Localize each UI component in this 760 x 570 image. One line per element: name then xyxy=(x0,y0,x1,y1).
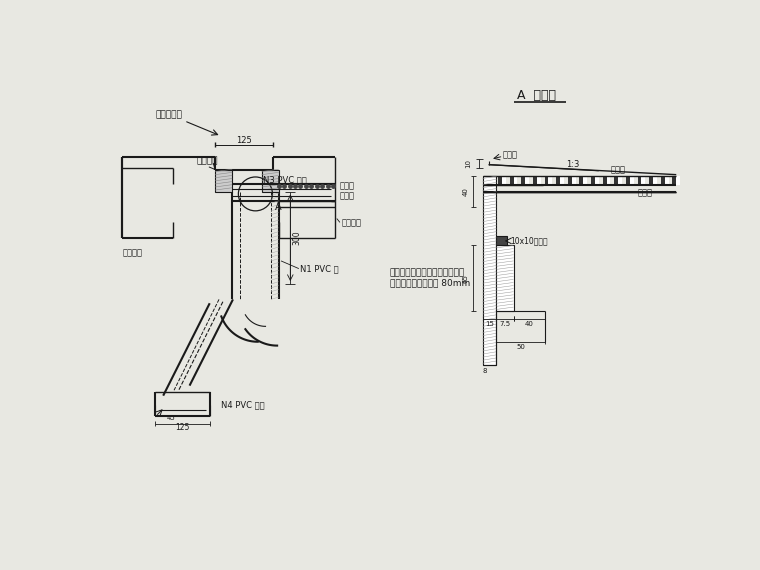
Text: 见龙筋堵墙: 见龙筋堵墙 xyxy=(155,110,182,119)
Bar xyxy=(510,176,518,185)
Bar xyxy=(673,176,680,185)
Text: 125: 125 xyxy=(236,136,252,145)
Bar xyxy=(537,176,540,185)
Bar xyxy=(665,176,669,185)
Text: 用聚氨酯防水涂料贴卷材附加层: 用聚氨酯防水涂料贴卷材附加层 xyxy=(389,268,465,277)
Bar xyxy=(514,176,518,185)
Text: 15: 15 xyxy=(485,321,494,327)
Text: 300: 300 xyxy=(293,230,302,245)
Text: 50: 50 xyxy=(516,344,525,350)
Bar xyxy=(579,176,587,185)
Text: 8: 8 xyxy=(483,368,487,374)
Text: N1 PVC 管: N1 PVC 管 xyxy=(300,264,339,273)
Text: A: A xyxy=(275,202,281,212)
Bar xyxy=(572,176,575,185)
Text: 防水层: 防水层 xyxy=(638,189,653,198)
Bar xyxy=(618,176,622,185)
Bar xyxy=(653,176,657,185)
Text: 65: 65 xyxy=(462,274,468,283)
Text: 125: 125 xyxy=(176,424,190,433)
Bar xyxy=(261,170,279,192)
Text: 40: 40 xyxy=(524,321,534,327)
Text: 防水坡: 防水坡 xyxy=(502,150,517,159)
Bar xyxy=(676,176,680,185)
Bar xyxy=(606,176,610,185)
Bar xyxy=(533,176,540,185)
Bar xyxy=(583,176,587,185)
Text: 10x10橡橡胶: 10x10橡橡胶 xyxy=(511,237,548,245)
Bar xyxy=(521,176,529,185)
Text: 预制部分: 预制部分 xyxy=(123,249,143,258)
Text: 保护层: 保护层 xyxy=(339,182,354,191)
Text: 45: 45 xyxy=(167,415,176,421)
Bar xyxy=(560,176,564,185)
Bar xyxy=(549,176,553,185)
Bar xyxy=(215,170,232,192)
Bar xyxy=(638,176,645,185)
Bar xyxy=(603,176,610,185)
Bar xyxy=(630,176,634,185)
Text: 预制部件: 预制部件 xyxy=(341,218,362,227)
Text: 进行封边处理，高度 80mm: 进行封边处理，高度 80mm xyxy=(389,278,470,287)
Bar xyxy=(496,246,514,311)
Text: 7.5: 7.5 xyxy=(499,321,511,327)
Bar xyxy=(496,236,508,246)
Text: 1:3: 1:3 xyxy=(566,160,580,169)
Bar xyxy=(649,176,657,185)
Text: A  示意图: A 示意图 xyxy=(518,89,556,102)
Text: 防水涂料: 防水涂料 xyxy=(197,156,218,165)
Bar xyxy=(614,176,622,185)
Text: 保护层: 保护层 xyxy=(610,165,625,174)
Bar xyxy=(660,176,669,185)
Bar xyxy=(626,176,634,185)
Text: N3 PVC 管盖: N3 PVC 管盖 xyxy=(263,176,307,185)
Text: N4 PVC 弯头: N4 PVC 弯头 xyxy=(221,400,265,409)
Bar xyxy=(568,176,575,185)
Bar xyxy=(641,176,645,185)
Text: 防水层: 防水层 xyxy=(339,191,354,200)
Bar xyxy=(483,176,496,365)
Bar xyxy=(502,176,505,185)
Bar xyxy=(591,176,599,185)
Text: 40: 40 xyxy=(462,187,468,196)
Text: 10: 10 xyxy=(466,160,471,168)
Bar xyxy=(525,176,529,185)
Bar xyxy=(544,176,553,185)
Bar xyxy=(498,176,505,185)
Bar xyxy=(556,176,564,185)
Bar xyxy=(595,176,599,185)
